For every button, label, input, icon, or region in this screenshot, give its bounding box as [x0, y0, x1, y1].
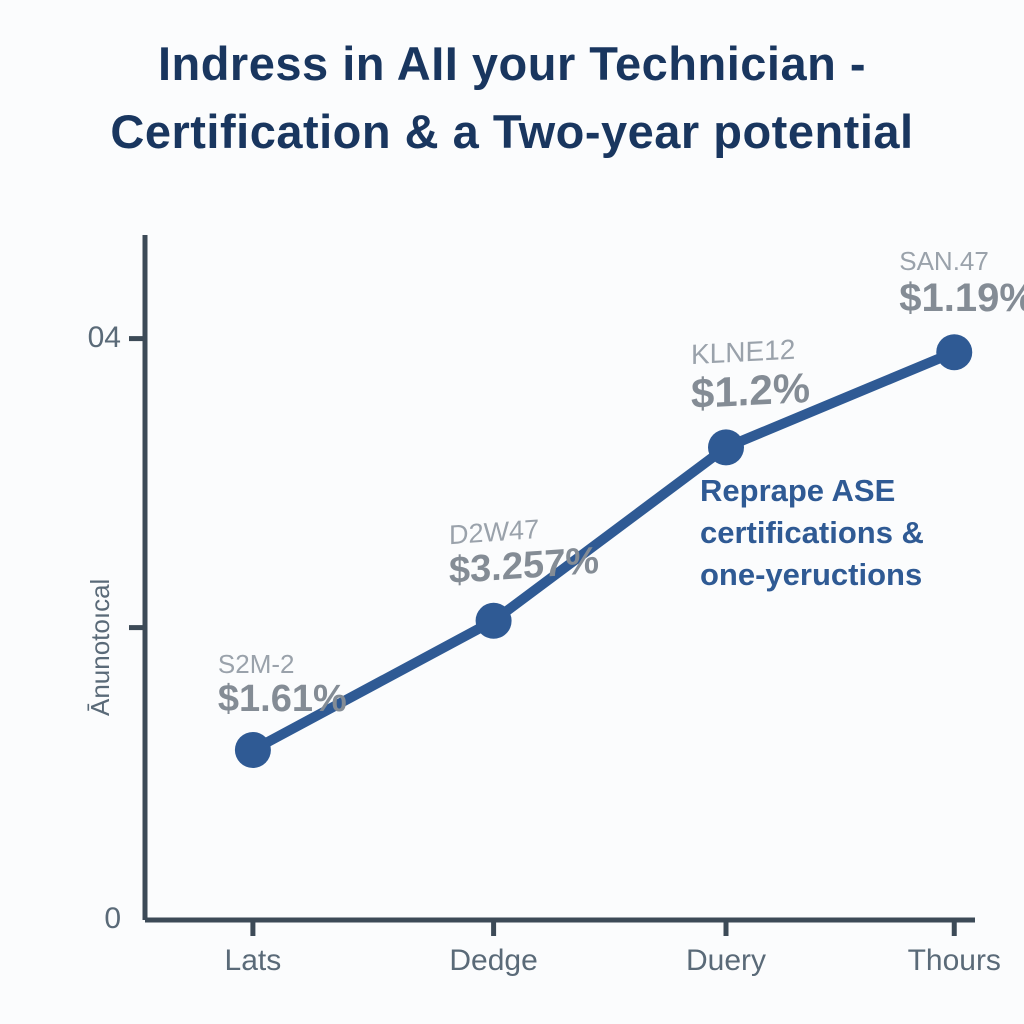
point-label-small: S2M-2 — [218, 650, 347, 679]
point-label-small: SAN.47 — [899, 247, 1024, 276]
y-tick-label: 04 — [88, 321, 121, 355]
x-tick-label: Dedge — [449, 944, 537, 978]
data-point-label: S2M-2 $1.61% — [218, 650, 347, 720]
x-tick-label: Lats — [225, 944, 282, 978]
chart-area: Ānunotoıcal 0 04 Lats Dedge Duery Thours… — [60, 210, 980, 970]
data-point-label: D2W47 $3.257% — [449, 511, 599, 593]
chart-annotation: Reprape ASE certifications & one-yeructi… — [700, 470, 924, 596]
data-point-label: KLNE12 $1.2% — [691, 334, 810, 417]
chart-title: Indress in AII your Technician - Certifi… — [0, 30, 1024, 166]
annotation-line: one-yeructions — [700, 557, 922, 592]
y-tick-label: 0 — [104, 902, 121, 936]
data-point-label: SAN.47 $1.19% — [899, 247, 1024, 320]
title-line-2: Certification & a Two-year potential — [0, 98, 1024, 166]
annotation-line: Reprape ASE — [700, 473, 895, 508]
point-label-big: $1.2% — [691, 365, 810, 417]
y-axis-label: Ānunotoıcal — [85, 579, 116, 716]
point-label-big: $1.61% — [218, 679, 347, 721]
annotation-line: certifications & — [700, 515, 924, 550]
x-tick-label: Thours — [908, 944, 1001, 978]
point-label-big: $1.19% — [899, 276, 1024, 320]
x-tick-label: Duery — [686, 944, 766, 978]
title-line-1: Indress in AII your Technician - — [0, 30, 1024, 98]
